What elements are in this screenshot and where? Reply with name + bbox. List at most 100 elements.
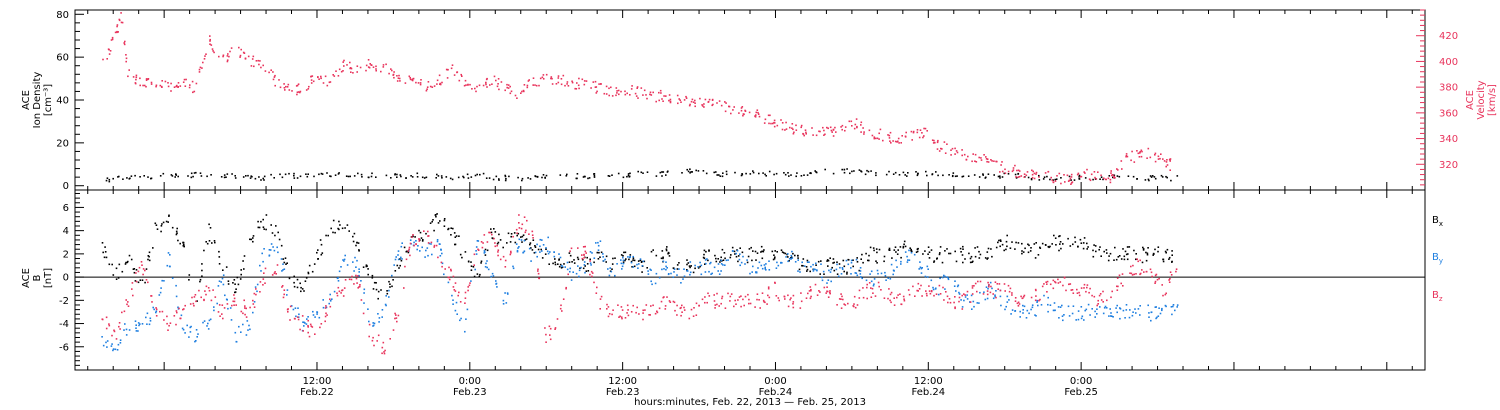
bx-point: [1082, 247, 1085, 250]
by-point: [426, 247, 429, 249]
ion-density-point: [273, 177, 275, 179]
solar-wind-velocity-point: [911, 139, 913, 141]
solar-wind-velocity-point: [860, 124, 862, 126]
bx-point: [346, 224, 349, 226]
bx-point: [201, 275, 203, 277]
ion-density-point: [832, 172, 835, 175]
bz-point: [405, 258, 408, 261]
bz-point: [409, 254, 411, 257]
solar-wind-velocity-point: [516, 97, 518, 99]
solar-wind-velocity-point: [436, 83, 438, 85]
ion-density-point: [973, 174, 976, 176]
ion-density-point: [360, 173, 363, 176]
solar-wind-velocity-point: [792, 128, 794, 131]
by-point: [672, 276, 675, 278]
bz-point: [714, 307, 716, 309]
solar-wind-velocity-point: [901, 135, 903, 137]
bx-point: [1100, 255, 1102, 257]
by-point: [810, 265, 812, 268]
ion-density-point: [925, 170, 927, 173]
bx-point: [443, 225, 446, 227]
bx-point: [102, 251, 104, 254]
bz-point: [203, 299, 205, 302]
by-point: [680, 282, 682, 284]
bx-point: [782, 252, 785, 254]
ion-density-point: [1049, 178, 1051, 181]
ion-density-point: [245, 175, 247, 177]
ion-density-point: [952, 174, 954, 177]
solar-wind-velocity-point: [598, 83, 600, 85]
bx-point: [721, 248, 724, 251]
bz-point: [982, 293, 985, 295]
by-point: [298, 313, 300, 316]
solar-wind-velocity-point: [1146, 157, 1148, 159]
bx-point: [499, 239, 502, 241]
bz-point: [1139, 259, 1141, 262]
bx-point: [788, 260, 790, 262]
bx-point: [213, 240, 216, 242]
by-point: [622, 256, 624, 259]
bz-point: [920, 284, 922, 287]
bx-point: [126, 261, 128, 264]
solar-wind-velocity-point: [258, 63, 260, 66]
by-point: [111, 343, 113, 345]
by-point: [861, 277, 863, 280]
solar-wind-velocity-point: [938, 150, 941, 152]
bx-point: [1086, 248, 1088, 250]
bz-point: [396, 320, 398, 323]
ion-density-point: [112, 177, 114, 180]
by-point: [272, 246, 274, 248]
ion-density-point: [334, 174, 337, 176]
by-point: [578, 269, 581, 272]
by-point: [954, 280, 956, 282]
solar-wind-velocity-point: [841, 128, 843, 131]
by-point: [101, 336, 103, 338]
bx-point: [399, 264, 401, 267]
solar-wind-velocity-point: [600, 83, 602, 85]
solar-wind-velocity-point: [1051, 179, 1054, 182]
by-point: [112, 348, 115, 350]
solar-wind-velocity-point: [270, 69, 272, 71]
by-point: [850, 267, 852, 269]
ion-density-point: [305, 173, 307, 175]
by-point: [155, 310, 158, 313]
bx-point: [1164, 250, 1167, 253]
solar-wind-velocity-point: [1139, 151, 1141, 153]
bx-point: [296, 278, 299, 281]
bz-point: [1089, 287, 1091, 290]
by-point: [673, 271, 675, 273]
by-point: [496, 286, 498, 288]
bx-point: [1028, 244, 1030, 247]
ion-density-point: [904, 174, 906, 176]
ion-density-point: [529, 178, 532, 180]
solar-wind-velocity-point: [879, 128, 882, 131]
bz-point: [976, 290, 978, 293]
bz-point: [350, 278, 353, 281]
bz-point: [289, 319, 291, 321]
bz-point: [482, 242, 484, 244]
ion-density-point: [1113, 174, 1116, 177]
solar-wind-velocity-point: [642, 94, 644, 96]
by-point: [240, 331, 242, 333]
solar-wind-velocity-point: [595, 92, 598, 94]
bx-point: [406, 250, 408, 253]
ion-density-point: [329, 175, 331, 177]
bz-point: [858, 289, 861, 292]
bz-point: [1043, 283, 1045, 285]
by-point: [1040, 304, 1043, 306]
bx-point: [668, 255, 671, 257]
bx-point: [792, 252, 794, 255]
bx-point: [308, 264, 311, 267]
bx-point: [554, 258, 556, 260]
by-point: [932, 288, 935, 291]
ion-density-point: [1147, 178, 1150, 181]
by-point: [1000, 304, 1002, 307]
solar-wind-velocity-point: [429, 85, 432, 88]
bz-point: [669, 301, 672, 303]
solar-wind-velocity-point: [189, 84, 191, 86]
bz-point: [108, 324, 111, 327]
by-point: [119, 339, 122, 341]
solar-wind-velocity-point: [1063, 174, 1065, 176]
by-point: [910, 251, 913, 254]
